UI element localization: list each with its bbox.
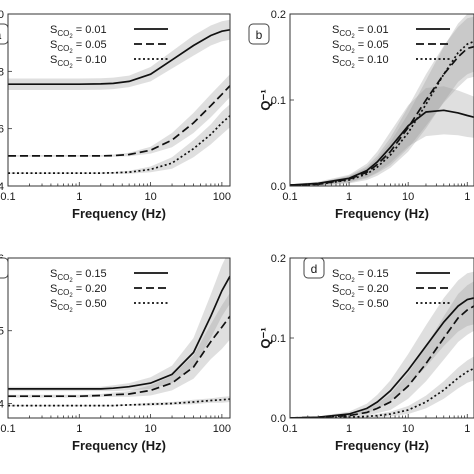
series-line-0.10 xyxy=(290,40,474,186)
x-tick-label: 1 xyxy=(464,423,470,435)
panel-badge xyxy=(0,257,9,279)
legend-entry: SCO2 = 0.05 xyxy=(50,39,107,55)
legend-entry: SCO2 = 0.10 xyxy=(50,54,107,70)
series-line-0.10 xyxy=(8,115,230,174)
plot-frame xyxy=(7,13,231,187)
x-tick-label: 1 xyxy=(346,423,352,435)
plot-area xyxy=(8,258,230,407)
uncertainty-band-0.10 xyxy=(290,14,474,186)
y-tick-label: 0.2 xyxy=(271,9,286,21)
legend-entry: SCO2 = 0.01 xyxy=(332,24,389,40)
x-tick-label: 0.1 xyxy=(282,191,297,203)
x-tick-label: 1 xyxy=(346,191,352,203)
panel-badge xyxy=(248,23,270,45)
series-line-0.15 xyxy=(290,297,474,418)
x-axis-label: Frequency (Hz) xyxy=(72,206,166,221)
panel-badge xyxy=(0,23,9,45)
x-tick-label: 10 xyxy=(402,423,414,435)
series-line-0.01 xyxy=(8,28,230,86)
uncertainty-band-0.15 xyxy=(290,271,474,418)
x-tick-label: 1 xyxy=(76,423,82,435)
plot-area xyxy=(290,271,474,418)
x-tick-label: 10 xyxy=(402,191,414,203)
x-tick-label: 100 xyxy=(213,423,231,435)
legend-entry: SCO2 = 0.20 xyxy=(332,283,389,299)
y-tick-label: 1.5 xyxy=(0,326,4,338)
series-line-0.50 xyxy=(8,398,230,407)
series-line-0.15 xyxy=(8,275,230,390)
uncertainty-band-0.10 xyxy=(8,104,230,174)
y-tick-label: 1.6 xyxy=(0,124,4,136)
x-axis-label: Frequency (Hz) xyxy=(335,438,429,453)
uncertainty-band-0.50 xyxy=(290,356,474,418)
legend-entry: SCO2 = 0.01 xyxy=(50,24,107,40)
series-line-0.05 xyxy=(8,85,230,157)
y-tick-label: 0.2 xyxy=(271,253,286,265)
x-tick-label: 1 xyxy=(464,191,470,203)
legend-entry: SCO2 = 0.50 xyxy=(332,298,389,314)
uncertainty-band-0.01 xyxy=(8,19,230,91)
panel-c: 0.11101001.41.51.6Frequency (Hz)Vₚ (km/s… xyxy=(0,253,231,453)
panel-badge-label: a xyxy=(0,28,2,42)
legend-entry: SCO2 = 0.10 xyxy=(332,54,389,70)
y-tick-label: 0.1 xyxy=(271,95,286,107)
legend-entry: SCO2 = 0.05 xyxy=(332,39,389,55)
uncertainty-band-0.05 xyxy=(290,16,474,186)
x-tick-label: 100 xyxy=(213,191,231,203)
x-axis-label: Frequency (Hz) xyxy=(72,438,166,453)
legend-entry: SCO2 = 0.15 xyxy=(332,268,389,284)
y-tick-label: 0.0 xyxy=(271,413,286,425)
legend-entry: SCO2 = 0.50 xyxy=(50,298,107,314)
x-tick-label: 0.1 xyxy=(282,423,297,435)
panel-badge-label: b xyxy=(256,28,263,42)
y-tick-label: 0.0 xyxy=(271,181,286,193)
series-line-0.50 xyxy=(290,367,474,418)
panel-badge xyxy=(303,257,325,279)
y-axis-label: Q⁻¹ xyxy=(258,327,273,348)
series-line-0.20 xyxy=(8,315,230,398)
x-tick-label: 10 xyxy=(144,423,156,435)
y-tick-label: 1.4 xyxy=(0,181,4,193)
y-tick-label: 2.0 xyxy=(0,9,4,21)
x-tick-label: 0.1 xyxy=(0,423,15,435)
uncertainty-band-0.05 xyxy=(8,74,230,157)
uncertainty-band-0.20 xyxy=(290,281,474,418)
series-line-0.20 xyxy=(290,305,474,418)
plot-area xyxy=(8,19,230,174)
x-tick-label: 10 xyxy=(144,191,156,203)
legend-entry: SCO2 = 0.20 xyxy=(50,283,107,299)
x-tick-label: 0.1 xyxy=(0,191,15,203)
x-axis-label: Frequency (Hz) xyxy=(335,206,429,221)
y-axis-label: Q⁻¹ xyxy=(258,89,273,110)
panel-badge-label: d xyxy=(311,262,318,276)
y-tick-label: 0.1 xyxy=(271,333,286,345)
legend-entry: SCO2 = 0.15 xyxy=(50,268,107,284)
plot-frame xyxy=(7,257,231,419)
y-tick-label: 1.4 xyxy=(0,398,4,410)
x-tick-label: 1 xyxy=(76,191,82,203)
y-tick-label: 1.8 xyxy=(0,66,4,78)
plot-area xyxy=(290,14,474,186)
